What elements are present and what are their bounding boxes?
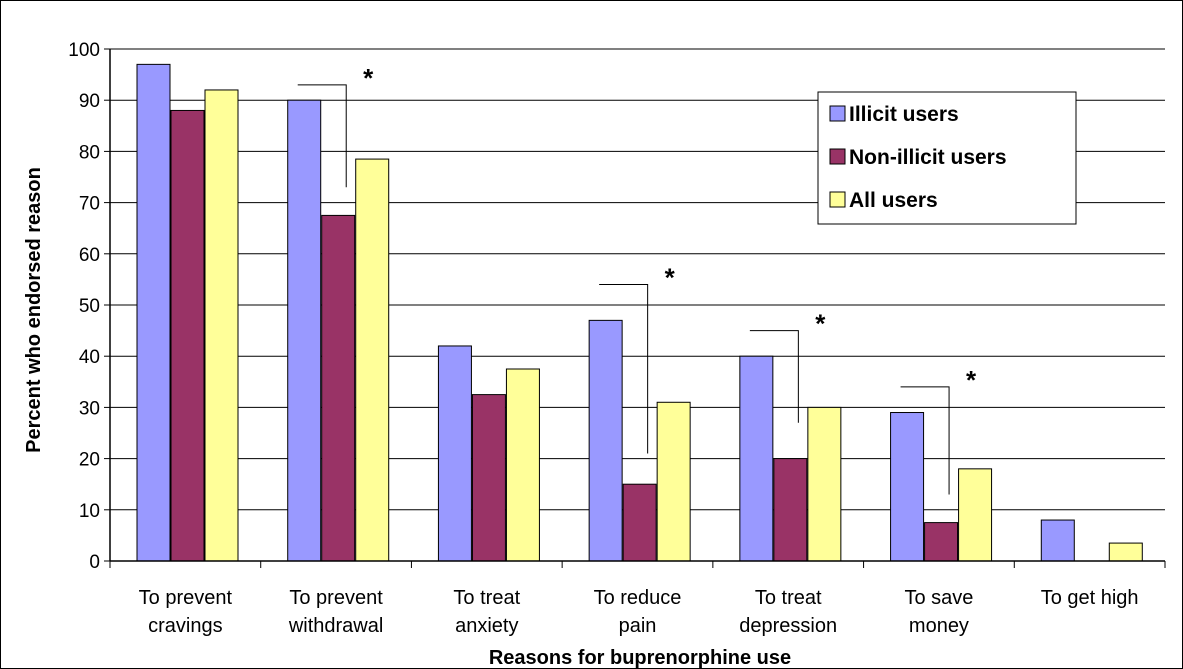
- x-category-label: To treat: [453, 587, 520, 609]
- significance-bracket: [297, 84, 347, 188]
- significance-bracket: [900, 386, 950, 495]
- bar-non-illicit-users: [170, 109, 205, 562]
- legend-label: Illicit users: [849, 103, 959, 126]
- significance-bracket: [749, 330, 799, 423]
- significance-star: *: [665, 263, 676, 293]
- x-category-label: To save: [904, 587, 973, 609]
- legend: Illicit users Non-illicit users All users: [817, 91, 1077, 225]
- x-category-label: To get high: [1041, 587, 1139, 609]
- y-tick-label: 60: [79, 245, 100, 266]
- bar-illicit-users: [136, 63, 171, 562]
- annotations: * * * *: [297, 63, 977, 495]
- bar-illicit-users: [739, 355, 774, 562]
- y-tick-label: 70: [79, 194, 100, 215]
- x-category-label: money: [909, 615, 969, 637]
- bar-non-illicit-users: [321, 214, 356, 562]
- legend-box: [817, 91, 1077, 225]
- significance-star: *: [363, 63, 374, 93]
- y-tick-label: 100: [68, 40, 100, 61]
- x-category-label: pain: [619, 615, 657, 637]
- bar-illicit-users: [1040, 519, 1075, 562]
- x-category-label: depression: [739, 615, 837, 637]
- bar-non-illicit-users: [924, 522, 959, 562]
- legend-swatch: [829, 105, 846, 122]
- bar-all-users: [355, 158, 390, 562]
- legend-label: Non-illicit users: [849, 146, 1007, 169]
- legend-label: All users: [849, 189, 938, 212]
- significance-star: *: [815, 309, 826, 339]
- x-category-label: To treat: [755, 587, 822, 609]
- bar-illicit-users: [890, 412, 925, 562]
- x-category-label: cravings: [148, 615, 222, 637]
- axes: 0 10 20 30 40 50 60 70 80 90 100 To prevent cravings…: [68, 40, 1166, 637]
- y-tick-label: 20: [79, 450, 100, 471]
- legend-swatch: [829, 148, 846, 165]
- bar-all-users: [807, 406, 842, 562]
- x-category-label: To prevent: [139, 587, 233, 609]
- bar-illicit-users: [588, 319, 623, 562]
- bar-all-users: [204, 89, 239, 562]
- bar-non-illicit-users: [773, 458, 808, 562]
- legend-swatch: [829, 191, 846, 208]
- bar-illicit-users: [287, 99, 322, 562]
- y-tick-label: 80: [79, 142, 100, 163]
- x-axis-title: Reasons for buprenorphine use: [489, 647, 791, 669]
- y-tick-label: 90: [79, 91, 100, 112]
- x-category-label: withdrawal: [288, 615, 383, 637]
- y-tick-label: 0: [89, 552, 100, 573]
- bar-non-illicit-users: [622, 483, 657, 562]
- significance-bracket: [599, 284, 649, 454]
- bar-all-users: [656, 401, 691, 562]
- y-axis-title: Percent who endorsed reason: [23, 167, 45, 453]
- bar-all-users: [1108, 542, 1143, 562]
- y-tick-label: 10: [79, 501, 100, 522]
- x-category-label: anxiety: [455, 615, 518, 637]
- bar-illicit-users: [437, 345, 472, 562]
- x-category-label: To reduce: [594, 587, 682, 609]
- bar-all-users: [958, 468, 993, 562]
- y-tick-label: 30: [79, 398, 100, 419]
- significance-star: *: [966, 365, 977, 395]
- y-tick-label: 50: [79, 296, 100, 317]
- bar-non-illicit-users: [471, 394, 506, 562]
- bar-all-users: [505, 368, 540, 562]
- y-tick-label: 40: [79, 347, 100, 368]
- x-category-label: To prevent: [289, 587, 383, 609]
